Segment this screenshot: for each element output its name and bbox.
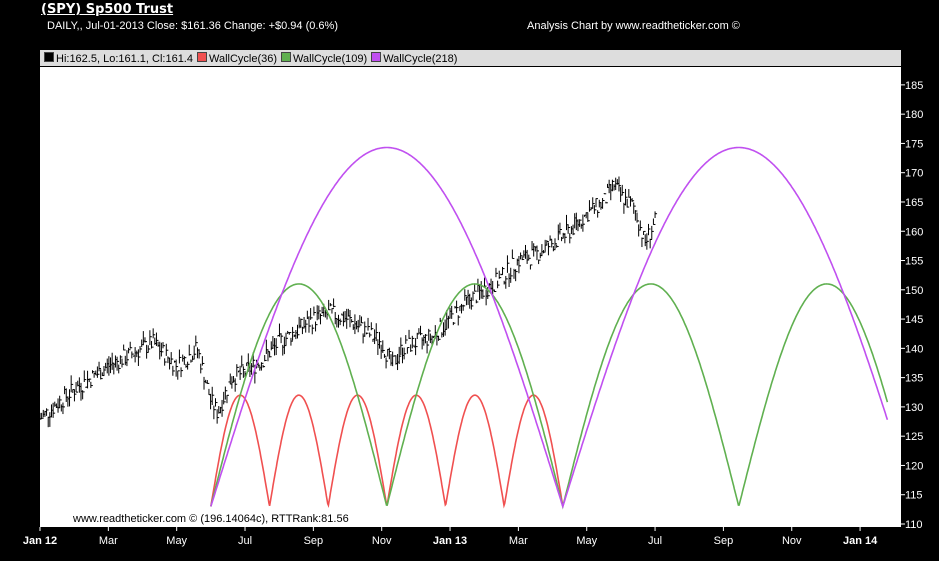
y-tick-label: 120 — [905, 460, 923, 472]
y-tick-label: 165 — [905, 197, 923, 209]
y-tick-label: 125 — [905, 431, 923, 443]
y-tick-label: 110 — [905, 519, 923, 531]
y-tick-label: 185 — [905, 80, 923, 92]
legend-swatch — [371, 51, 382, 62]
x-tick-label: May — [576, 535, 597, 547]
x-tick-label: Jul — [238, 535, 252, 547]
plot-area — [40, 67, 901, 527]
legend-item-cycle36: WallCycle(36) — [196, 51, 278, 65]
y-tick-label: 150 — [905, 285, 923, 297]
chart-title[interactable]: (SPY) Sp500 Trust — [41, 2, 174, 17]
y-tick-label: 170 — [905, 168, 923, 180]
legend-item-cycle109: WallCycle(109) — [281, 51, 368, 65]
legend-label: WallCycle(109) — [293, 52, 368, 65]
x-tick-label: Sep — [714, 535, 734, 547]
legend-label: Hi:162.5, Lo:161.1, Cl:161.4 — [56, 52, 193, 65]
legend-swatch — [281, 51, 292, 62]
chart-subtitle: DAILY,, Jul-01-2013 Close: $161.36 Chang… — [47, 20, 338, 32]
x-tick-label: May — [166, 535, 187, 547]
x-tick-label: Jul — [648, 535, 662, 547]
x-tick-label: Nov — [782, 535, 802, 547]
x-tick-label: Jan 12 — [23, 535, 57, 547]
legend-swatch — [196, 51, 207, 62]
x-tick-label: Jan 13 — [433, 535, 467, 547]
x-tick-label: Mar — [509, 535, 528, 547]
legend-label: WallCycle(36) — [208, 52, 278, 65]
legend-swatch — [44, 51, 54, 62]
cycle-line — [210, 146, 889, 510]
x-tick-label: Jan 14 — [843, 535, 878, 547]
footer-text: www.readtheticker.com © (196.14064c), RT… — [72, 513, 349, 525]
x-tick-label: Mar — [99, 535, 118, 547]
y-tick-label: 180 — [905, 109, 923, 121]
chart-credit: Analysis Chart by www.readtheticker.com … — [527, 20, 740, 32]
y-tick-label: 135 — [905, 373, 923, 385]
y-tick-label: 160 — [905, 226, 923, 238]
y-tick-label: 175 — [905, 138, 923, 150]
cycle-line — [210, 283, 889, 510]
y-tick-label: 115 — [905, 490, 923, 502]
x-tick-label: Sep — [304, 535, 324, 547]
y-tick-label: 155 — [905, 256, 923, 268]
y-tick-label: 140 — [905, 343, 923, 355]
legend: Hi:162.5, Lo:161.1, Cl:161.4 WallCycle(3… — [40, 50, 901, 66]
legend-label: WallCycle(218) — [383, 52, 458, 65]
x-tick-label: Nov — [372, 535, 392, 547]
legend-item-price: Hi:162.5, Lo:161.1, Cl:161.4 — [44, 51, 193, 65]
legend-item-cycle218: WallCycle(218) — [371, 51, 458, 65]
y-tick-label: 145 — [905, 314, 923, 326]
y-tick-label: 130 — [905, 402, 923, 414]
